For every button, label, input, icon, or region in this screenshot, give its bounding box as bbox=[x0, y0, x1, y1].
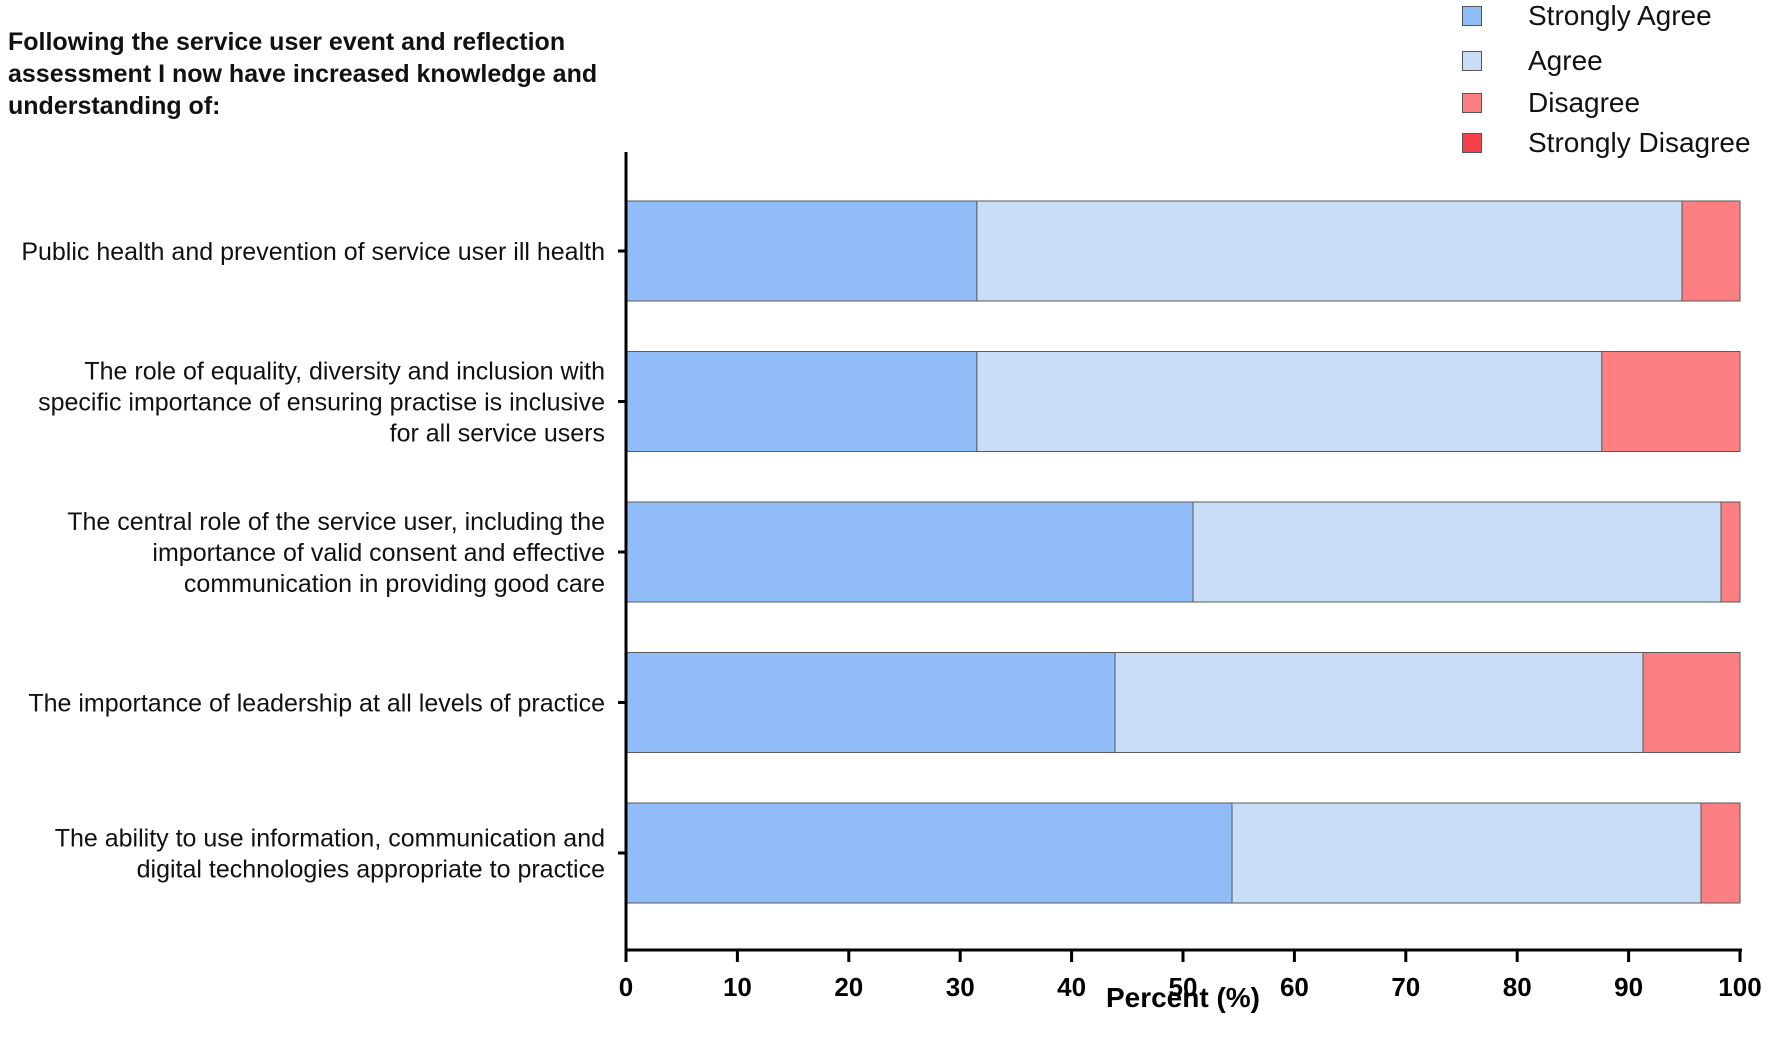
x-tick-label: 80 bbox=[1503, 972, 1532, 1002]
legend-swatch bbox=[1462, 133, 1482, 153]
x-tick-label: 50 bbox=[1169, 972, 1198, 1002]
x-tick-label: 90 bbox=[1614, 972, 1643, 1002]
category-label: The importance of leadership at all leve… bbox=[28, 690, 605, 718]
bars-group bbox=[625, 200, 1741, 904]
x-tick-label: 70 bbox=[1391, 972, 1420, 1002]
category-label: for all service users bbox=[390, 420, 605, 448]
bar-segment bbox=[1192, 501, 1722, 603]
bar-segment bbox=[976, 351, 1603, 452]
bar-segment bbox=[1601, 351, 1741, 452]
bar-segment bbox=[1114, 652, 1644, 753]
legend-label: Strongly Disagree bbox=[1528, 127, 1751, 158]
x-tick-label: 20 bbox=[834, 972, 863, 1002]
chart-title: Following the service user event and ref… bbox=[8, 28, 598, 120]
x-tick-label: 100 bbox=[1718, 972, 1761, 1002]
legend-item: Strongly Disagree bbox=[1462, 123, 1751, 163]
bar-segment bbox=[1700, 802, 1741, 904]
legend-label: Disagree bbox=[1528, 87, 1641, 118]
legend-label: Agree bbox=[1528, 45, 1603, 76]
bar-segment bbox=[1642, 652, 1741, 753]
legend-label: Strongly Agree bbox=[1528, 0, 1712, 31]
legend-item: Agree bbox=[1462, 41, 1603, 81]
category-label: Public health and prevention of service … bbox=[21, 238, 605, 266]
bar-segment bbox=[1231, 802, 1702, 904]
category-label: digital technologies appropriate to prac… bbox=[137, 856, 605, 884]
bar-segment bbox=[625, 351, 978, 452]
category-labels-group: Public health and prevention of service … bbox=[21, 238, 605, 884]
axes-group: 0 10 20 30 40 50 60 70 80 90 100 Percent (%) bbox=[618, 152, 1762, 1013]
bar-segment bbox=[1720, 501, 1741, 603]
legend-swatch bbox=[1462, 93, 1482, 113]
x-axis-label: Percent (%) bbox=[1106, 982, 1260, 1013]
category-label: communication in providing good care bbox=[184, 570, 605, 598]
category-label: The central role of the service user, in… bbox=[67, 508, 605, 536]
x-tick-label: 10 bbox=[723, 972, 752, 1002]
category-label: importance of valid consent and effectiv… bbox=[152, 539, 605, 567]
bar-segment bbox=[1681, 200, 1741, 302]
bar-segment bbox=[976, 200, 1683, 302]
x-tick-label: 0 bbox=[619, 972, 633, 1002]
bar-segment bbox=[625, 501, 1194, 603]
category-label: The role of equality, diversity and incl… bbox=[84, 358, 605, 386]
bar-segment bbox=[625, 652, 1116, 753]
legend-swatch bbox=[1462, 51, 1482, 71]
x-tick-label: 60 bbox=[1280, 972, 1309, 1002]
bar-segment bbox=[625, 200, 978, 302]
x-tick-label: 30 bbox=[946, 972, 975, 1002]
x-tick-label: 40 bbox=[1057, 972, 1086, 1002]
legend-item: Disagree bbox=[1462, 83, 1640, 123]
category-label: specific importance of ensuring practise… bbox=[38, 389, 605, 417]
bar-segment bbox=[625, 802, 1233, 904]
legend-swatch bbox=[1462, 6, 1482, 26]
legend-item: Strongly Agree bbox=[1462, 0, 1712, 36]
category-label: The ability to use information, communic… bbox=[55, 825, 605, 853]
